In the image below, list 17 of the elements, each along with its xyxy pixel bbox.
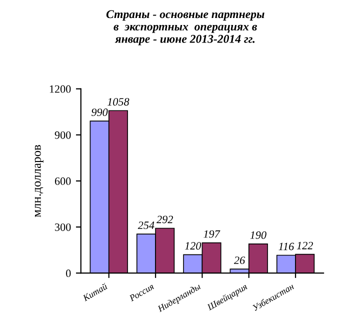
y-axis-title: млн.долларов [34,144,44,218]
data-label: 26 [234,256,246,264]
y-tick-label: 0 [66,270,71,278]
data-label: 254 [138,222,154,230]
data-label: 190 [250,231,266,239]
y-tick-label: 600 [54,177,71,185]
y-tick-label: 900 [54,131,71,139]
data-label: 197 [204,230,220,238]
data-label: 990 [92,108,108,116]
data-label: 120 [184,242,202,250]
data-label: 1058 [107,98,130,106]
y-tick-label: 1200 [50,85,71,93]
data-label: 292 [156,216,173,224]
chart-title: Страны - основные партнеры в экспортных операциях в январе - июне 2013-2014 гг. [106,10,264,46]
y-tick-label: 300 [55,223,71,231]
data-label: 122 [296,242,313,250]
data-label: 116 [278,242,294,250]
